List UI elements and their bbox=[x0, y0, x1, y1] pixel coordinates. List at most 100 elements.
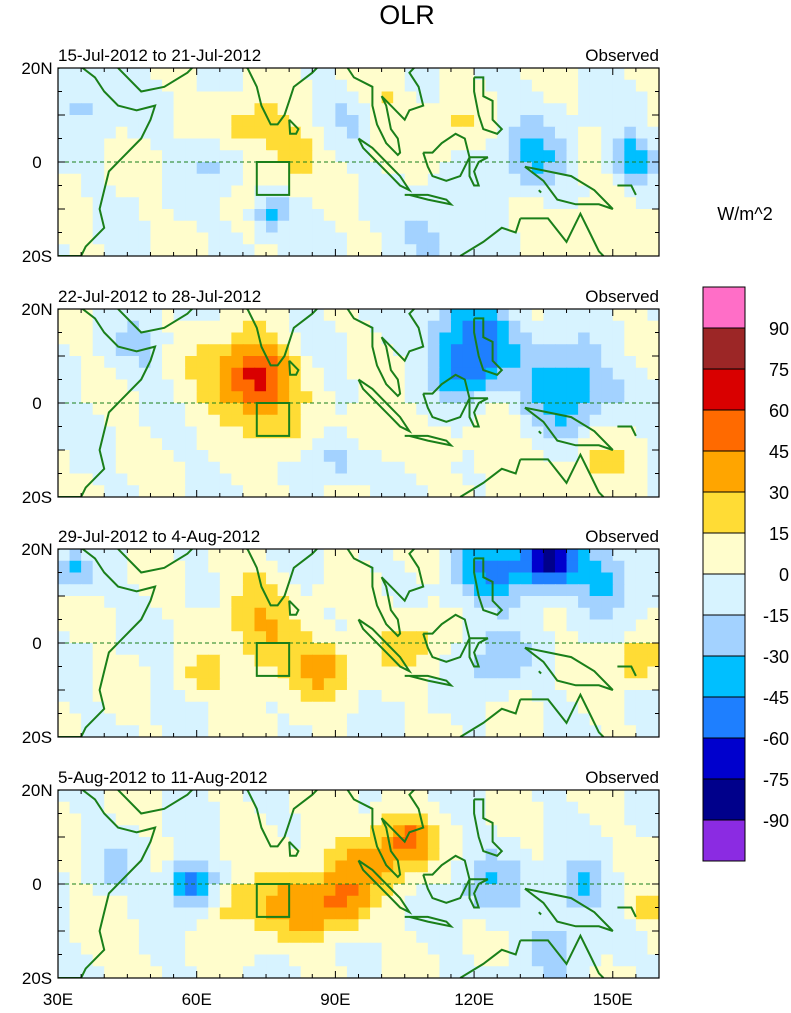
field-cell bbox=[150, 162, 163, 175]
field-cell bbox=[462, 596, 475, 609]
field-cell bbox=[381, 942, 394, 956]
field-cell bbox=[289, 725, 302, 737]
field-cell bbox=[312, 790, 325, 803]
field-cell bbox=[323, 391, 336, 404]
field-cell bbox=[300, 643, 313, 656]
field-cell bbox=[450, 860, 464, 873]
field-cell bbox=[127, 666, 140, 679]
field-cell bbox=[104, 619, 117, 632]
field-cell bbox=[612, 572, 625, 585]
field-cell bbox=[404, 356, 417, 369]
field-cell bbox=[381, 954, 394, 967]
field-cell bbox=[647, 461, 659, 475]
field-cell bbox=[289, 426, 302, 439]
field-cell bbox=[543, 391, 556, 404]
field-cell bbox=[531, 79, 545, 93]
field-cell bbox=[601, 607, 614, 621]
field-cell bbox=[185, 356, 198, 369]
field-cell bbox=[346, 403, 360, 416]
field-cell bbox=[138, 244, 152, 256]
field-cell bbox=[370, 619, 383, 632]
field-cell bbox=[346, 162, 360, 175]
field-cell bbox=[578, 91, 591, 104]
field-cell bbox=[647, 414, 659, 428]
field-cell bbox=[289, 485, 302, 497]
field-cell bbox=[335, 150, 348, 163]
field-cell bbox=[58, 473, 71, 486]
field-cell bbox=[127, 162, 140, 175]
y-tick-label: 20S bbox=[22, 488, 52, 507]
field-cell bbox=[138, 309, 152, 322]
field-cell bbox=[115, 68, 128, 81]
field-cell bbox=[635, 584, 649, 597]
field-cell bbox=[531, 825, 545, 838]
field-cell bbox=[635, 356, 649, 369]
field-cell bbox=[404, 332, 417, 345]
field-cell bbox=[566, 138, 579, 151]
field-cell bbox=[289, 220, 302, 234]
field-cell bbox=[138, 895, 152, 909]
colorbar-tick-label: -90 bbox=[763, 811, 789, 831]
field-cell bbox=[335, 379, 348, 392]
field-cell bbox=[115, 895, 128, 909]
field-cell bbox=[335, 126, 348, 140]
panel-date-range: 5-Aug-2012 to 11-Aug-2012 bbox=[58, 768, 268, 787]
field-cell bbox=[323, 549, 336, 562]
field-cell bbox=[427, 126, 441, 140]
field-cell bbox=[381, 654, 394, 668]
field-cell bbox=[196, 848, 209, 862]
field-cell bbox=[543, 631, 556, 644]
field-cell bbox=[104, 403, 117, 416]
coastline bbox=[404, 674, 455, 687]
field-cell bbox=[242, 403, 256, 416]
field-cell bbox=[173, 309, 186, 322]
field-cell bbox=[578, 666, 591, 679]
field-cell bbox=[173, 209, 186, 222]
field-cell bbox=[92, 426, 105, 439]
field-cell bbox=[300, 619, 313, 632]
field-cell bbox=[138, 872, 152, 885]
coastline bbox=[288, 119, 300, 135]
field-cell bbox=[323, 403, 336, 416]
field-cell bbox=[162, 220, 175, 234]
field-cell bbox=[289, 678, 302, 691]
field-cell bbox=[543, 619, 556, 632]
field-cell bbox=[497, 596, 510, 609]
field-cell bbox=[647, 185, 659, 198]
field-cell bbox=[323, 244, 336, 256]
field-cell bbox=[335, 244, 348, 256]
field-cell bbox=[127, 860, 140, 873]
field-cell bbox=[289, 837, 302, 850]
field-cell bbox=[208, 473, 221, 486]
field-cell bbox=[231, 197, 244, 210]
field-cell bbox=[404, 197, 417, 210]
field-cell bbox=[578, 244, 591, 256]
field-cell bbox=[219, 367, 232, 381]
field-cell bbox=[254, 954, 267, 967]
field-cell bbox=[589, 725, 602, 737]
field-cell bbox=[138, 954, 152, 967]
field-cell bbox=[439, 461, 452, 475]
field-cell bbox=[393, 560, 406, 574]
field-cell bbox=[219, 138, 232, 151]
field-cell bbox=[69, 596, 82, 609]
field-cell bbox=[393, 713, 406, 726]
field-cell bbox=[266, 713, 279, 726]
field-cell bbox=[138, 103, 152, 116]
field-cell bbox=[497, 643, 510, 656]
field-cell bbox=[393, 162, 406, 175]
field-cell bbox=[150, 461, 163, 475]
field-cell bbox=[346, 391, 360, 404]
field-cell bbox=[323, 426, 336, 439]
field-cell bbox=[358, 344, 371, 357]
field-cell bbox=[219, 332, 232, 345]
field-cell bbox=[69, 813, 82, 826]
field-cell bbox=[300, 801, 313, 815]
field-cell bbox=[404, 320, 417, 334]
field-cell bbox=[647, 173, 659, 187]
field-cell bbox=[485, 79, 498, 93]
field-cell bbox=[242, 848, 256, 862]
field-cell bbox=[566, 79, 579, 93]
field-cell bbox=[439, 848, 452, 862]
field-cell bbox=[393, 549, 406, 562]
